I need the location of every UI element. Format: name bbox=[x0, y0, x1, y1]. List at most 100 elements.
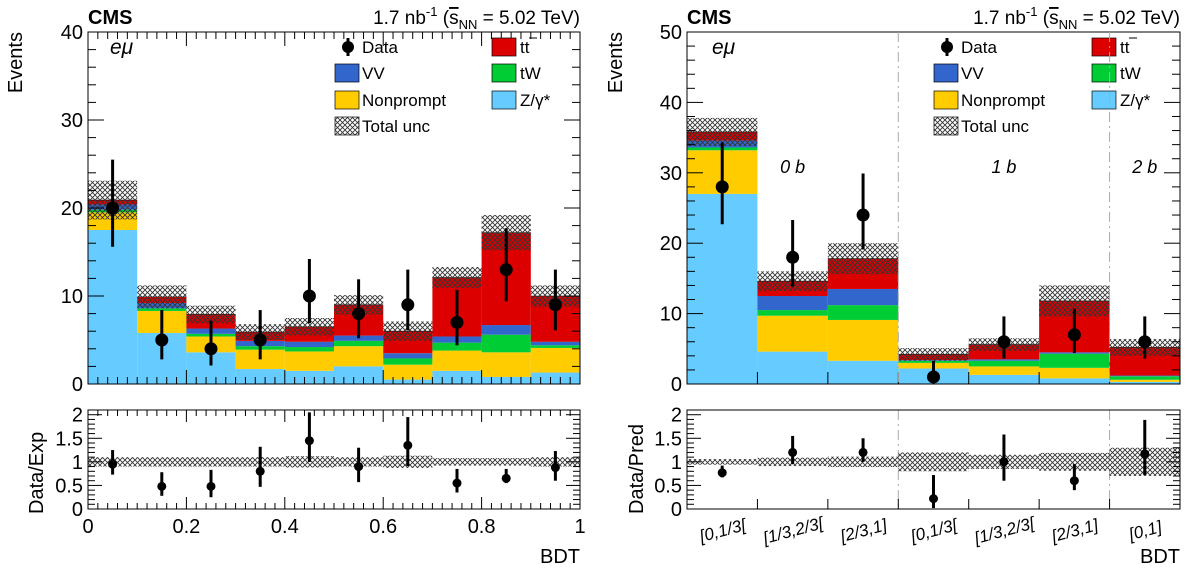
legend-zg-swatch bbox=[1092, 91, 1116, 109]
bar-tw bbox=[757, 310, 827, 316]
legend-vv-label: VV bbox=[961, 64, 984, 83]
unc-band bbox=[687, 118, 757, 146]
y-tick-label: 0 bbox=[72, 374, 83, 396]
data-point bbox=[500, 263, 513, 276]
y-tick-label: 40 bbox=[660, 92, 682, 114]
ratio-y-tick-label: 0 bbox=[72, 499, 83, 521]
bar-nonprompt bbox=[828, 320, 898, 361]
data-point bbox=[857, 209, 870, 222]
bar-zg bbox=[757, 352, 827, 384]
right-ratio-band bbox=[687, 448, 1180, 476]
ratio-point bbox=[999, 457, 1008, 466]
bar-vv bbox=[383, 353, 432, 358]
ratio-point bbox=[1140, 449, 1149, 458]
ratio-y-tick-label: 1 bbox=[72, 452, 83, 474]
legend-vv-swatch bbox=[934, 64, 958, 82]
right-lumi-label: 1.7 nb-1 (sNN = 5.02 TeV) bbox=[973, 4, 1180, 32]
data-point bbox=[106, 202, 119, 215]
y-tick-label: 40 bbox=[61, 22, 83, 44]
legend-data-marker bbox=[342, 38, 354, 56]
ratio-y-tick-label: 0 bbox=[671, 499, 682, 521]
category-label: [2/3,1] bbox=[837, 515, 890, 546]
unc-band bbox=[898, 348, 968, 361]
bar-tw bbox=[383, 358, 432, 364]
legend-nonprompt-swatch bbox=[335, 91, 359, 109]
ratio-point bbox=[551, 463, 560, 472]
ratio-y-tick-label: 2 bbox=[671, 405, 682, 427]
bar-nonprompt bbox=[1039, 368, 1109, 379]
ratio-unc-band bbox=[898, 452, 968, 471]
bar-vv bbox=[285, 342, 334, 347]
legend-nonprompt-swatch bbox=[934, 91, 958, 109]
legend-zg-label: Z/γ* bbox=[1120, 91, 1151, 110]
data-point bbox=[155, 334, 168, 347]
ratio-point bbox=[1070, 476, 1079, 485]
region-label: 2 b bbox=[1131, 157, 1157, 177]
legend-nonprompt-label: Nonprompt bbox=[362, 91, 446, 110]
left-cms-label: CMS bbox=[88, 7, 132, 29]
bar-tw bbox=[828, 305, 898, 320]
data-point bbox=[254, 334, 267, 347]
legend-ttbar-swatch bbox=[492, 38, 516, 56]
bar-zg bbox=[383, 380, 432, 384]
y-tick-label: 0 bbox=[671, 374, 682, 396]
legend-ttbar-label: tt bbox=[520, 38, 530, 57]
bar-nonprompt bbox=[757, 316, 827, 352]
data-point bbox=[451, 316, 464, 329]
y-tick-label: 30 bbox=[660, 163, 682, 185]
bar-zg bbox=[969, 375, 1039, 384]
y-tick-label: 20 bbox=[61, 198, 83, 220]
x-tick-label: 1 bbox=[574, 516, 585, 538]
legend-tw-label: tW bbox=[520, 64, 541, 83]
ratio-point bbox=[108, 460, 117, 469]
right-bars bbox=[687, 132, 1180, 384]
left-y-axis-title: Events bbox=[5, 32, 27, 93]
right-channel-label: eμ bbox=[712, 36, 736, 59]
bar-zg bbox=[482, 377, 531, 384]
bar-vv bbox=[531, 342, 580, 346]
left-ratio-y-axis-title: Data/Exp bbox=[26, 432, 48, 514]
category-label: [2/3,1] bbox=[1049, 515, 1102, 546]
legend-tw-swatch bbox=[492, 64, 516, 82]
unc-band bbox=[137, 285, 186, 308]
legend-vv-label: VV bbox=[362, 64, 385, 83]
right-y-axis-title: Events bbox=[605, 32, 627, 93]
y-tick-label: 20 bbox=[660, 233, 682, 255]
bar-vv bbox=[482, 325, 531, 335]
ratio-point bbox=[256, 467, 265, 476]
bar-nonprompt bbox=[383, 365, 432, 380]
ratio-point bbox=[354, 462, 363, 471]
ratio-y-tick-label: 0.5 bbox=[654, 475, 682, 497]
data-point bbox=[549, 298, 562, 311]
bar-tw bbox=[1110, 376, 1180, 380]
ratio-unc-band bbox=[482, 458, 531, 466]
bar-nonprompt bbox=[1110, 380, 1180, 382]
data-point bbox=[997, 335, 1010, 348]
bar-vv bbox=[757, 296, 827, 310]
bar-tw bbox=[1039, 354, 1109, 368]
legend-unc-swatch bbox=[335, 117, 359, 135]
data-point bbox=[352, 307, 365, 320]
ratio-unc-band bbox=[137, 457, 186, 466]
right-cms-label: CMS bbox=[687, 7, 731, 29]
bar-zg bbox=[236, 369, 285, 384]
left-ratio-band bbox=[88, 456, 580, 468]
data-point bbox=[927, 370, 940, 383]
data-point bbox=[401, 298, 414, 311]
legend-zg-label: Z/γ* bbox=[520, 91, 551, 110]
legend-zg-swatch bbox=[492, 91, 516, 109]
bar-nonprompt bbox=[285, 351, 334, 370]
bar-nonprompt bbox=[531, 348, 580, 373]
bar-zg bbox=[432, 371, 481, 384]
ratio-y-tick-label: 1.5 bbox=[55, 428, 83, 450]
y-tick-label: 50 bbox=[660, 22, 682, 44]
ratio-y-tick-label: 1.5 bbox=[654, 428, 682, 450]
x-tick-label: 0.8 bbox=[468, 516, 496, 538]
category-label: [0,1] bbox=[1126, 517, 1165, 545]
bar-tw bbox=[531, 345, 580, 348]
left-ratio-points bbox=[108, 412, 560, 497]
bar-tw bbox=[285, 347, 334, 351]
